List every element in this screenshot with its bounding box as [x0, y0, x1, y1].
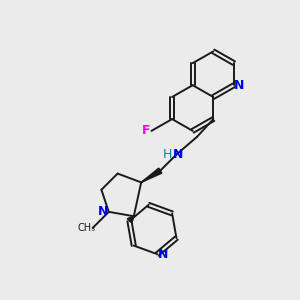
- Text: H: H: [163, 148, 172, 161]
- Text: N: N: [173, 148, 183, 161]
- Text: N: N: [158, 248, 168, 261]
- Text: F: F: [142, 124, 150, 137]
- Polygon shape: [141, 168, 162, 182]
- Text: N: N: [98, 205, 109, 218]
- Text: CH₃: CH₃: [77, 223, 95, 233]
- Text: N: N: [234, 79, 244, 92]
